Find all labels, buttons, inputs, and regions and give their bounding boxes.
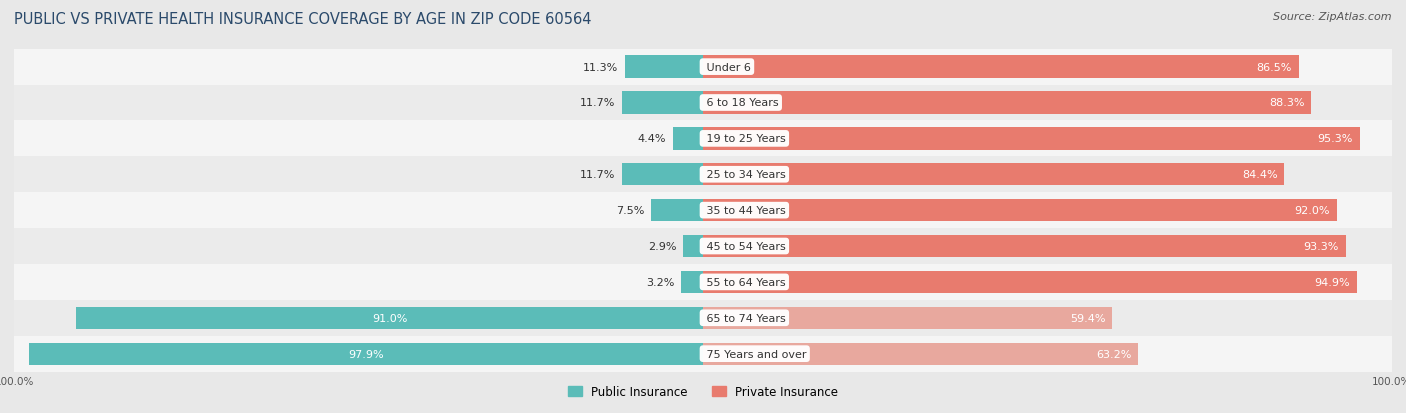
Text: 88.3%: 88.3% — [1270, 98, 1305, 108]
Bar — [703, 336, 1392, 372]
Bar — [681, 271, 703, 293]
Bar — [703, 264, 1392, 300]
Bar — [14, 50, 703, 85]
Bar — [703, 307, 1112, 329]
Text: 91.0%: 91.0% — [371, 313, 408, 323]
Text: 45 to 54 Years: 45 to 54 Years — [703, 242, 786, 252]
Text: 92.0%: 92.0% — [1295, 206, 1330, 216]
Text: 4.4%: 4.4% — [637, 134, 666, 144]
Text: 97.9%: 97.9% — [347, 349, 384, 359]
Bar — [14, 85, 703, 121]
Text: 55 to 64 Years: 55 to 64 Years — [703, 277, 786, 287]
Text: 84.4%: 84.4% — [1241, 170, 1278, 180]
Bar — [703, 92, 1312, 114]
Bar — [672, 128, 703, 150]
Text: 75 Years and over: 75 Years and over — [703, 349, 807, 359]
Text: Under 6: Under 6 — [703, 62, 751, 72]
Text: 3.2%: 3.2% — [645, 277, 673, 287]
Text: 94.9%: 94.9% — [1315, 277, 1350, 287]
Bar — [76, 307, 703, 329]
Text: 65 to 74 Years: 65 to 74 Years — [703, 313, 786, 323]
Bar — [703, 343, 1139, 365]
Text: 63.2%: 63.2% — [1097, 349, 1132, 359]
Text: 86.5%: 86.5% — [1257, 62, 1292, 72]
Bar — [703, 50, 1392, 85]
Text: 19 to 25 Years: 19 to 25 Years — [703, 134, 786, 144]
Bar — [623, 92, 703, 114]
Bar — [14, 121, 703, 157]
Bar — [703, 271, 1357, 293]
Bar — [14, 336, 703, 372]
Text: 95.3%: 95.3% — [1317, 134, 1353, 144]
Bar — [703, 193, 1392, 228]
Text: 11.7%: 11.7% — [581, 170, 616, 180]
Bar — [703, 85, 1392, 121]
Text: 35 to 44 Years: 35 to 44 Years — [703, 206, 786, 216]
Bar — [14, 228, 703, 264]
Bar — [683, 235, 703, 258]
Text: 2.9%: 2.9% — [648, 242, 676, 252]
Text: 11.7%: 11.7% — [581, 98, 616, 108]
Bar — [703, 300, 1392, 336]
Bar — [623, 164, 703, 186]
Bar — [14, 157, 703, 193]
Text: 93.3%: 93.3% — [1303, 242, 1339, 252]
Bar — [14, 193, 703, 228]
Bar — [703, 164, 1285, 186]
Bar — [651, 199, 703, 222]
Bar — [28, 343, 703, 365]
Bar — [14, 264, 703, 300]
Text: PUBLIC VS PRIVATE HEALTH INSURANCE COVERAGE BY AGE IN ZIP CODE 60564: PUBLIC VS PRIVATE HEALTH INSURANCE COVER… — [14, 12, 592, 27]
Bar — [703, 228, 1392, 264]
Text: 59.4%: 59.4% — [1070, 313, 1105, 323]
Bar — [703, 56, 1299, 78]
Legend: Public Insurance, Private Insurance: Public Insurance, Private Insurance — [564, 381, 842, 403]
Bar — [703, 121, 1392, 157]
Bar — [703, 128, 1360, 150]
Text: Source: ZipAtlas.com: Source: ZipAtlas.com — [1274, 12, 1392, 22]
Bar — [703, 157, 1392, 193]
Text: 11.3%: 11.3% — [583, 62, 619, 72]
Bar — [703, 199, 1337, 222]
Text: 7.5%: 7.5% — [616, 206, 644, 216]
Text: 25 to 34 Years: 25 to 34 Years — [703, 170, 786, 180]
Text: 6 to 18 Years: 6 to 18 Years — [703, 98, 779, 108]
Bar — [703, 235, 1346, 258]
Bar — [14, 300, 703, 336]
Bar — [626, 56, 703, 78]
